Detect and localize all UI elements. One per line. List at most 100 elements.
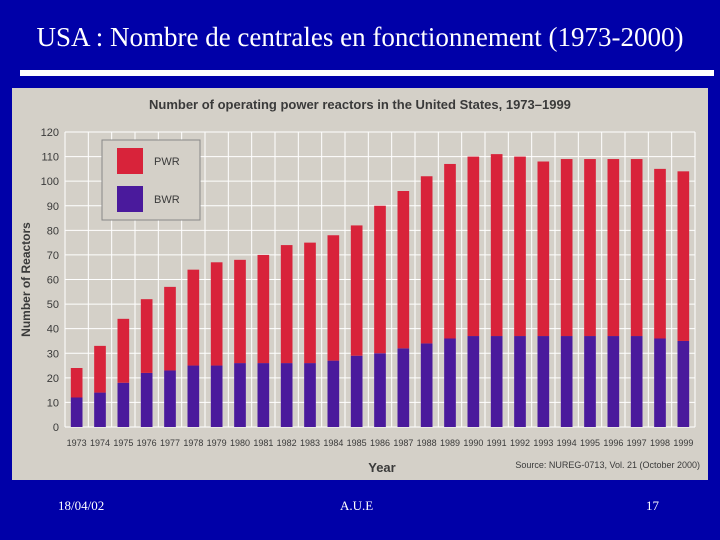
bar-pwr-1976	[140, 299, 153, 373]
x-tick-label: 1997	[627, 438, 647, 448]
bar-bwr-1975	[117, 382, 130, 427]
x-tick-label: 1996	[603, 438, 623, 448]
bar-bwr-1996	[607, 336, 620, 427]
y-tick-label: 30	[47, 348, 59, 360]
y-tick-label: 110	[41, 152, 59, 164]
x-axis-label: Year	[368, 460, 395, 475]
footer-date: 18/04/02	[58, 498, 105, 513]
bar-pwr-1974	[94, 345, 106, 393]
bar-pwr-1985	[350, 225, 363, 356]
x-tick-label: 1973	[67, 438, 87, 448]
bar-bwr-1995	[584, 336, 596, 427]
bar-bwr-1994	[560, 336, 573, 427]
x-tick-label: 1989	[440, 438, 460, 448]
x-tick-label: 1985	[347, 438, 367, 448]
x-tick-label: 1974	[90, 438, 110, 448]
legend-label-pwr: PWR	[154, 156, 180, 168]
bar-bwr-1983	[304, 363, 316, 427]
bar-bwr-1977	[164, 370, 176, 427]
bar-bwr-1998	[654, 338, 666, 427]
bar-bwr-1988	[420, 343, 433, 427]
y-tick-label: 0	[53, 422, 59, 434]
x-tick-label: 1998	[650, 438, 670, 448]
bar-pwr-1999	[677, 171, 690, 341]
x-tick-label: 1995	[580, 438, 600, 448]
bar-pwr-1980	[234, 259, 246, 364]
bar-bwr-1976	[140, 372, 153, 427]
x-tick-label: 1984	[323, 438, 343, 448]
bar-pwr-1991	[490, 154, 503, 337]
bar-bwr-1989	[444, 338, 456, 427]
footer-center-text: A.U.E	[340, 498, 374, 513]
bar-bwr-1979	[210, 365, 223, 427]
bar-bwr-1985	[350, 355, 363, 427]
x-tick-label: 1987	[393, 438, 413, 448]
legend-label-bwr: BWR	[154, 194, 180, 206]
slide-title: USA : Nombre de centrales en fonctionnem…	[36, 22, 684, 52]
x-tick-label: 1982	[277, 438, 297, 448]
y-tick-label: 50	[47, 299, 59, 311]
legend-swatch-pwr	[117, 148, 143, 174]
chart-panel: 0 10 20 30 40 50 60 70 80 90 100 110 120 1973 1974 1975…	[12, 88, 708, 480]
bar-pwr-1983	[304, 242, 316, 364]
bar-bwr-1981	[257, 363, 270, 427]
y-axis-label: Number of Reactors	[19, 222, 33, 337]
bar-bwr-1997	[630, 336, 643, 427]
x-tick-label: 1999	[673, 438, 693, 448]
legend-box	[101, 139, 201, 221]
bar-bwr-1986	[374, 353, 386, 427]
bar-bwr-1973	[70, 397, 83, 427]
bar-bwr-1992	[514, 336, 526, 427]
chart-title: Number of operating power reactors in th…	[149, 97, 571, 112]
x-tick-label: 1990	[463, 438, 483, 448]
bar-chart: 0 10 20 30 40 50 60 70 80 90 100 110 120 1973 1974 1975…	[19, 97, 700, 475]
x-tick-label: 1994	[557, 438, 577, 448]
bar-pwr-1992	[514, 156, 526, 337]
y-tick-label: 80	[47, 225, 59, 237]
x-tick-label: 1977	[160, 438, 180, 448]
x-tick-label: 1992	[510, 438, 530, 448]
bar-pwr-1990	[467, 156, 480, 337]
y-tick-label: 120	[41, 127, 59, 139]
bar-pwr-1987	[397, 191, 410, 349]
bar-bwr-1993	[537, 336, 550, 427]
bar-pwr-1973	[70, 368, 83, 398]
bar-pwr-1977	[164, 286, 176, 371]
bar-pwr-1995	[584, 159, 596, 337]
bar-bwr-1991	[490, 336, 503, 427]
bar-bwr-1974	[94, 392, 106, 427]
x-tick-label: 1986	[370, 438, 390, 448]
bar-bwr-1984	[327, 360, 340, 427]
bar-pwr-1998	[654, 168, 666, 339]
y-tick-label: 90	[47, 201, 59, 213]
y-tick-label: 60	[47, 275, 59, 287]
y-tick-label: 10	[47, 397, 59, 409]
x-tick-label: 1991	[487, 438, 507, 448]
title-divider	[20, 70, 714, 76]
y-tick-label: 100	[41, 176, 59, 188]
bar-pwr-1984	[327, 235, 340, 361]
y-tick-label: 40	[47, 324, 59, 336]
x-tick-label: 1976	[137, 438, 157, 448]
page-number: 17	[646, 498, 659, 513]
x-tick-label: 1988	[417, 438, 437, 448]
bar-pwr-1989	[444, 163, 456, 339]
bar-pwr-1996	[607, 159, 620, 337]
legend-swatch-bwr	[117, 186, 143, 212]
bar-pwr-1981	[257, 254, 270, 364]
bar-pwr-1978	[187, 269, 200, 366]
x-tick-label: 1981	[253, 438, 273, 448]
bar-pwr-1986	[374, 205, 386, 354]
bar-bwr-1982	[280, 363, 293, 427]
bar-pwr-1975	[117, 318, 130, 383]
bar-bwr-1978	[187, 365, 200, 427]
x-tick-label: 1980	[230, 438, 250, 448]
bar-bwr-1987	[397, 348, 410, 427]
source-note: Source: NUREG-0713, Vol. 21 (October 200…	[515, 460, 700, 470]
x-tick-label: 1983	[300, 438, 320, 448]
bar-bwr-1999	[677, 340, 690, 427]
x-tick-label: 1978	[183, 438, 203, 448]
bar-pwr-1979	[210, 262, 223, 366]
bar-pwr-1994	[560, 159, 573, 337]
bar-pwr-1997	[630, 159, 643, 337]
